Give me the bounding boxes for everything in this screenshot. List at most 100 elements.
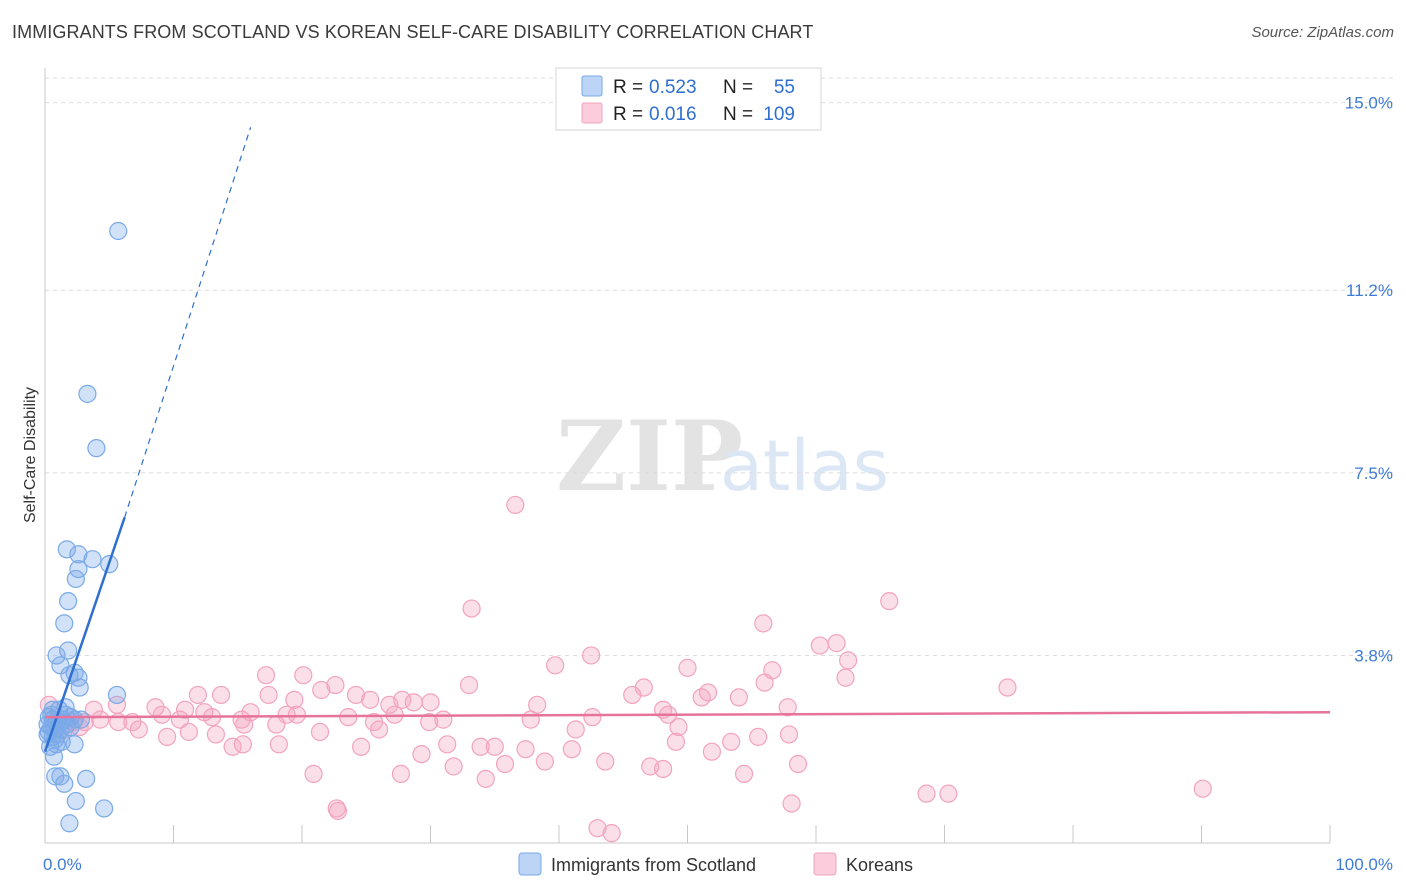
- data-point: [535, 752, 554, 771]
- source-label: Source: ZipAtlas.com: [1251, 24, 1394, 41]
- data-point: [175, 700, 195, 719]
- data-point: [326, 675, 345, 695]
- gridlines: [45, 77, 1395, 656]
- legend-r-label-scotland: R =: [613, 77, 643, 98]
- data-point: [70, 678, 89, 697]
- data-point: [294, 666, 313, 685]
- data-point: [521, 710, 540, 729]
- data-point: [623, 685, 642, 705]
- y-tick-label: 11.2%: [1346, 281, 1393, 300]
- data-point: [361, 690, 380, 709]
- data-point: [109, 221, 128, 241]
- data-point: [304, 764, 323, 784]
- data-point: [596, 752, 615, 771]
- data-point: [471, 737, 490, 756]
- data-point: [692, 688, 711, 707]
- data-point: [420, 712, 439, 732]
- data-point: [370, 720, 389, 739]
- trend-lines: [43, 127, 1331, 753]
- data-point: [459, 675, 479, 695]
- legend-bottom-label-scotland: Immigrants from Scotland: [551, 855, 756, 875]
- data-point: [404, 693, 423, 712]
- data-point: [59, 592, 78, 611]
- data-point: [444, 757, 463, 776]
- legend-swatch-koreans: [581, 102, 603, 124]
- x-tick-label-max: 100.0%: [1335, 855, 1393, 874]
- data-point: [462, 599, 481, 618]
- data-point: [485, 737, 504, 756]
- legend-r-value-scotland: 0.523: [649, 77, 697, 98]
- data-point: [546, 656, 565, 675]
- data-point: [412, 745, 431, 764]
- x-tick-labels: 0.0% 100.0%: [43, 855, 1393, 874]
- data-point: [810, 636, 829, 655]
- data-point: [583, 708, 602, 727]
- data-point: [87, 439, 106, 458]
- data-point: [495, 754, 515, 774]
- data-point: [602, 824, 621, 843]
- data-point: [259, 685, 278, 705]
- data-point: [788, 754, 808, 774]
- data-point: [778, 698, 797, 717]
- data-point: [755, 673, 774, 692]
- data-point: [57, 540, 76, 559]
- y-tick-label: 15.0%: [1345, 94, 1393, 113]
- data-point: [188, 685, 208, 705]
- legend-n-label-scotland: N =: [723, 77, 753, 98]
- data-point: [839, 651, 858, 670]
- data-point: [91, 710, 110, 729]
- data-point: [506, 495, 525, 515]
- data-point: [666, 732, 686, 751]
- watermark-atlas: atlas: [720, 425, 889, 507]
- chart-title: IMMIGRANTS FROM SCOTLAND VS KOREAN SELF-…: [12, 22, 814, 42]
- y-axis-label: Self-Care Disability: [22, 387, 39, 523]
- data-point: [669, 717, 688, 737]
- data-point: [939, 784, 958, 803]
- data-point: [55, 774, 74, 793]
- trend-line-scotland: [43, 516, 126, 753]
- data-point: [998, 678, 1017, 697]
- data-point: [235, 715, 254, 734]
- y-tick-labels: 3.8% 7.5% 11.2% 15.0%: [1345, 94, 1393, 666]
- legend-n-value-scotland: 55: [774, 77, 795, 98]
- stats-legend: R = 0.523 N = 55 R = 0.016 N = 109: [555, 67, 822, 131]
- data-point: [582, 646, 601, 665]
- data-point: [256, 666, 276, 685]
- data-point: [566, 720, 585, 739]
- y-tick-label: 3.8%: [1354, 646, 1393, 665]
- series-legend: Immigrants from Scotland Koreans: [518, 852, 913, 876]
- data-point: [779, 725, 799, 744]
- data-point: [66, 791, 85, 811]
- data-point: [352, 737, 371, 756]
- data-point: [880, 592, 899, 611]
- data-point: [152, 705, 172, 724]
- data-point: [1193, 779, 1212, 798]
- data-point: [267, 715, 286, 734]
- legend-r-label-koreans: R =: [613, 104, 643, 125]
- data-point: [562, 740, 581, 759]
- data-point: [179, 722, 199, 742]
- series-koreans-points: [39, 495, 1212, 843]
- data-point: [95, 799, 114, 818]
- data-point: [65, 735, 84, 754]
- data-point: [47, 646, 66, 665]
- trend-line-koreans: [44, 710, 1331, 719]
- series-scotland-points: [38, 221, 128, 833]
- data-point: [421, 693, 440, 712]
- data-point: [678, 658, 697, 677]
- data-point: [211, 685, 231, 705]
- data-point: [754, 614, 773, 633]
- legend-n-label-koreans: N =: [723, 104, 753, 125]
- data-point: [66, 569, 85, 589]
- data-point: [206, 725, 226, 744]
- data-point: [83, 550, 102, 569]
- data-point: [702, 742, 722, 761]
- y-tick-label: 7.5%: [1354, 464, 1393, 483]
- legend-bottom-label-koreans: Koreans: [846, 855, 913, 875]
- data-point: [59, 641, 78, 660]
- legend-bottom-swatch-koreans: [813, 852, 837, 876]
- legend-swatch-scotland: [581, 75, 603, 97]
- data-point: [223, 737, 242, 756]
- axes: [44, 68, 1331, 844]
